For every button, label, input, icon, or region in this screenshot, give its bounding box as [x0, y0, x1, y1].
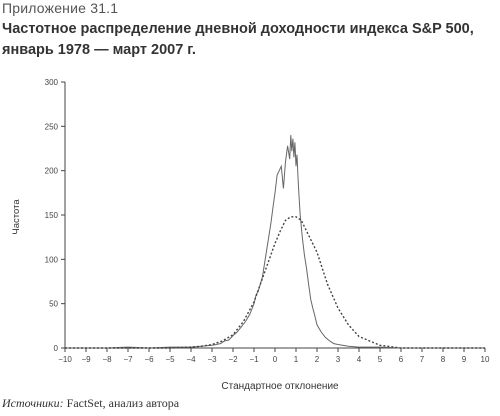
y-axis-ticks: 0 50 100 150 200 250 300 — [45, 78, 65, 353]
x-tick-label: 6 — [399, 355, 404, 364]
exhibit-label: Приложение 31.1 — [2, 0, 119, 16]
x-tick-label: −1 — [249, 355, 259, 364]
x-tick-label: −5 — [165, 355, 175, 364]
x-tick-label: 5 — [378, 355, 383, 364]
chart-title-line-2: январь 1978 — март 2007 г. — [2, 42, 196, 58]
x-tick-label: 10 — [481, 355, 490, 364]
x-tick-label: 1 — [294, 355, 299, 364]
y-tick-label: 100 — [45, 255, 59, 264]
x-tick-label: 7 — [420, 355, 425, 364]
y-tick-label: 0 — [54, 344, 59, 353]
chart-title: Частотное распределение дневной доходнос… — [2, 19, 498, 61]
x-tick-label: −6 — [144, 355, 154, 364]
actual-distribution-line — [65, 135, 485, 349]
x-tick-label: 4 — [357, 355, 362, 364]
x-tick-label: −8 — [102, 355, 112, 364]
x-tick-label: −10 — [58, 355, 72, 364]
y-tick-label: 200 — [45, 167, 59, 176]
chart-series — [65, 135, 485, 349]
source-label: Источники: — [2, 396, 64, 410]
chart-title-line-1: Частотное распределение дневной доходнос… — [2, 21, 474, 37]
x-tick-label: 3 — [336, 355, 341, 364]
y-tick-label: 300 — [45, 78, 59, 87]
x-tick-label: 8 — [441, 355, 446, 364]
x-tick-label: −3 — [207, 355, 217, 364]
y-axis-label: Частота — [11, 199, 22, 235]
x-tick-label: −4 — [186, 355, 196, 364]
y-tick-label: 150 — [45, 211, 59, 220]
x-tick-label: −9 — [81, 355, 91, 364]
x-tick-label: 0 — [273, 355, 278, 364]
source-note: Источники: FactSet, анализ автора — [2, 396, 179, 411]
normal-distribution-line — [65, 216, 485, 349]
x-tick-label: 9 — [462, 355, 467, 364]
source-text: FactSet, анализ автора — [63, 396, 180, 410]
x-axis-label: Стандартное отклонение — [221, 381, 339, 392]
x-tick-label: 2 — [315, 355, 320, 364]
chart-axes — [64, 82, 485, 349]
y-tick-label: 250 — [45, 122, 59, 131]
y-tick-label: 50 — [49, 300, 58, 309]
x-tick-label: −2 — [228, 355, 238, 364]
x-tick-label: −7 — [123, 355, 133, 364]
x-axis-ticks: −10 −9 −8 −7 −6 −5 −4 −3 −2 −1 0 1 2 3 4 5 6 7 8 9 10 — [58, 348, 490, 364]
